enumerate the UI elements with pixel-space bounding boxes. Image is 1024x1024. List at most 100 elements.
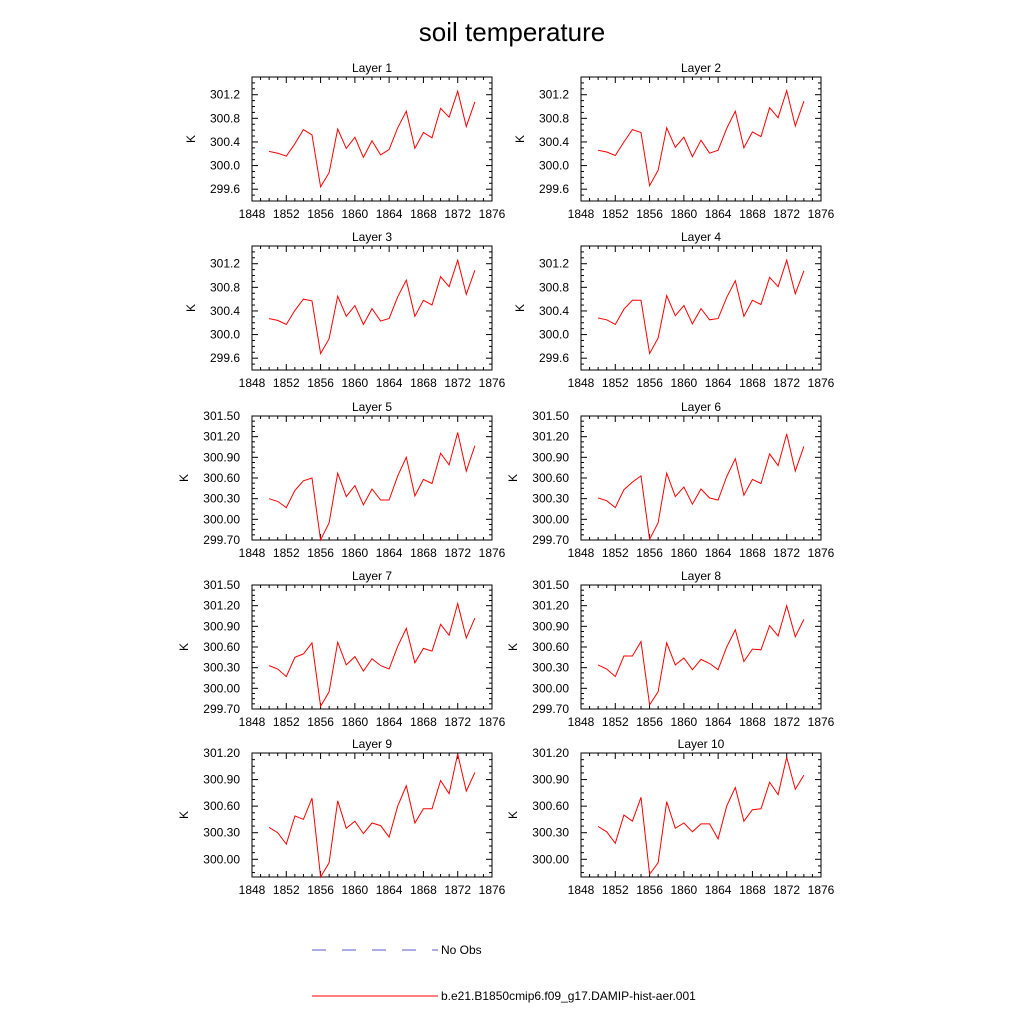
legend: No Obs b.e21.B1850cmip6.f09_g17.DAMIP-hi… [312, 943, 696, 1003]
x-tick-label: 1876 [479, 207, 506, 221]
chart-title: Layer 6 [681, 400, 721, 414]
x-tick-label: 1872 [773, 883, 800, 897]
y-tick-label: 299.70 [203, 702, 240, 716]
x-tick-label: 1856 [307, 376, 334, 390]
x-tick-label: 1864 [376, 546, 403, 560]
x-tick-label: 1856 [307, 715, 334, 729]
y-tick-label: 300.0 [210, 159, 240, 173]
y-tick-label: 300.90 [203, 773, 240, 787]
y-tick-label: 301.2 [539, 257, 569, 271]
y-tick-label: 300.00 [532, 852, 569, 866]
plot-frame [580, 752, 822, 878]
x-tick-label: 1848 [239, 207, 266, 221]
y-tick-label: 300.60 [203, 471, 240, 485]
y-tick-label: 300.90 [532, 619, 569, 633]
x-tick-label: 1872 [444, 207, 471, 221]
chart-panel: Layer 9 1848 1852 1856 1860 1864 1868 1872 1876 3… [177, 737, 506, 897]
x-tick-label: 1852 [273, 715, 300, 729]
chart-panel: Layer 5 1848 1852 1856 1860 1864 1868 1872 1876 2… [177, 400, 506, 560]
y-tick-label: 300.60 [532, 471, 569, 485]
x-tick-label: 1868 [410, 883, 437, 897]
x-tick-label: 1856 [636, 883, 663, 897]
y-tick-label: 300.0 [210, 328, 240, 342]
chart-panel: Layer 7 1848 1852 1856 1860 1864 1868 1872 1876 2… [177, 569, 506, 729]
y-tick-label: 300.60 [532, 640, 569, 654]
series-line [597, 258, 805, 356]
y-axis-label: K [513, 135, 527, 143]
chart-panel: Layer 2 1848 1852 1856 1860 1864 1868 1872 1876 2… [513, 61, 835, 221]
y-tick-label: 300.8 [210, 111, 240, 125]
x-tick-label: 1864 [376, 376, 403, 390]
y-axis-label: K [177, 811, 191, 819]
y-tick-label: 300.30 [203, 492, 240, 506]
series-line [597, 88, 805, 188]
series-line [268, 89, 476, 189]
x-tick-label: 1868 [739, 715, 766, 729]
x-tick-label: 1872 [773, 207, 800, 221]
x-tick-label: 1852 [602, 376, 629, 390]
y-tick-label: 299.70 [532, 533, 569, 547]
y-axis-label: K [506, 811, 520, 819]
y-tick-label: 301.20 [203, 746, 240, 760]
series-line [268, 601, 476, 708]
x-tick-label: 1868 [739, 883, 766, 897]
chart-title: Layer 9 [352, 737, 392, 751]
x-tick-label: 1876 [808, 546, 835, 560]
y-tick-label: 301.20 [203, 599, 240, 613]
x-tick-label: 1876 [808, 376, 835, 390]
y-tick-label: 300.30 [203, 661, 240, 675]
chart-panel: Layer 8 1848 1852 1856 1860 1864 1868 1872 1876 2… [506, 569, 835, 729]
x-tick-label: 1868 [739, 207, 766, 221]
x-tick-label: 1852 [273, 376, 300, 390]
y-tick-label: 299.6 [210, 351, 240, 365]
series-line [268, 432, 476, 542]
y-tick-label: 300.0 [539, 159, 569, 173]
x-tick-label: 1848 [239, 376, 266, 390]
x-tick-label: 1852 [602, 715, 629, 729]
chart-panel: Layer 10 1848 1852 1856 1860 1864 1868 1872 1876… [506, 737, 835, 897]
x-tick-label: 1876 [808, 715, 835, 729]
x-tick-label: 1864 [705, 546, 732, 560]
x-tick-label: 1860 [671, 883, 698, 897]
y-tick-label: 300.30 [532, 661, 569, 675]
y-tick-label: 300.4 [539, 135, 569, 149]
y-tick-label: 301.20 [532, 746, 569, 760]
y-tick-label: 299.6 [539, 182, 569, 196]
x-tick-label: 1876 [808, 207, 835, 221]
x-tick-label: 1856 [307, 546, 334, 560]
x-tick-label: 1848 [568, 376, 595, 390]
chart-title: Layer 4 [681, 230, 721, 244]
x-tick-label: 1848 [239, 883, 266, 897]
y-tick-label: 300.8 [210, 280, 240, 294]
y-axis-label: K [177, 474, 191, 482]
plot-frame [251, 415, 493, 541]
y-axis-label: K [184, 304, 198, 312]
x-tick-label: 1868 [410, 207, 437, 221]
x-tick-label: 1860 [342, 715, 369, 729]
x-tick-label: 1876 [479, 715, 506, 729]
y-tick-label: 301.50 [532, 578, 569, 592]
x-tick-label: 1856 [636, 546, 663, 560]
x-tick-label: 1856 [307, 207, 334, 221]
chart-panel: Layer 3 1848 1852 1856 1860 1864 1868 1872 1876 2… [184, 230, 506, 390]
x-tick-label: 1848 [568, 715, 595, 729]
x-tick-label: 1852 [273, 546, 300, 560]
x-tick-label: 1872 [444, 376, 471, 390]
x-tick-label: 1868 [739, 546, 766, 560]
x-tick-label: 1856 [636, 376, 663, 390]
chart-title: Layer 3 [352, 230, 392, 244]
x-tick-label: 1860 [671, 207, 698, 221]
y-tick-label: 300.00 [203, 852, 240, 866]
x-tick-label: 1876 [808, 883, 835, 897]
x-tick-label: 1860 [342, 546, 369, 560]
x-tick-label: 1848 [568, 546, 595, 560]
y-tick-label: 300.90 [203, 619, 240, 633]
chart-title: Layer 7 [352, 569, 392, 583]
y-tick-label: 300.0 [539, 328, 569, 342]
x-tick-label: 1872 [444, 715, 471, 729]
y-tick-label: 301.2 [539, 88, 569, 102]
x-tick-label: 1864 [376, 207, 403, 221]
legend-obs-label: No Obs [441, 943, 482, 957]
x-tick-label: 1848 [239, 715, 266, 729]
